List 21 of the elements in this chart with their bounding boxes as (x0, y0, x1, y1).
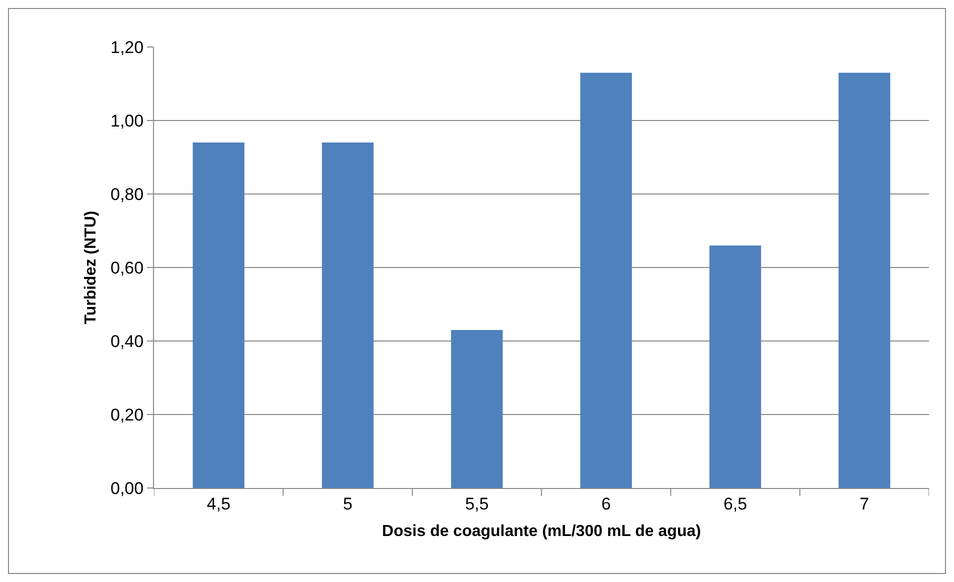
bar (192, 142, 244, 488)
x-tick-label: 6,5 (723, 494, 748, 514)
y-tick-label: 0,00 (110, 478, 144, 498)
bar (451, 330, 503, 488)
bar (709, 245, 762, 488)
y-tick-label: 0,20 (110, 405, 144, 424)
x-tick-label: 5 (343, 494, 352, 514)
bar (580, 72, 632, 488)
y-tick-label: 0,80 (110, 184, 144, 204)
x-tick-label: 5,5 (465, 494, 489, 514)
bar (322, 142, 374, 488)
x-tick-label: 4,5 (206, 494, 230, 514)
bar (838, 72, 890, 488)
y-tick-label: 0,60 (110, 258, 144, 278)
x-tick-label: 7 (860, 494, 870, 514)
y-tick-label: 0,40 (110, 332, 144, 351)
y-tick-label: 1,00 (110, 111, 144, 130)
x-tick-label: 6 (601, 494, 611, 514)
y-axis-title: Turbidez (NTU) (82, 210, 100, 324)
y-tick-label: 1,20 (110, 38, 144, 57)
x-axis-title: Dosis de coagulante (mL/300 mL de agua) (382, 523, 701, 540)
